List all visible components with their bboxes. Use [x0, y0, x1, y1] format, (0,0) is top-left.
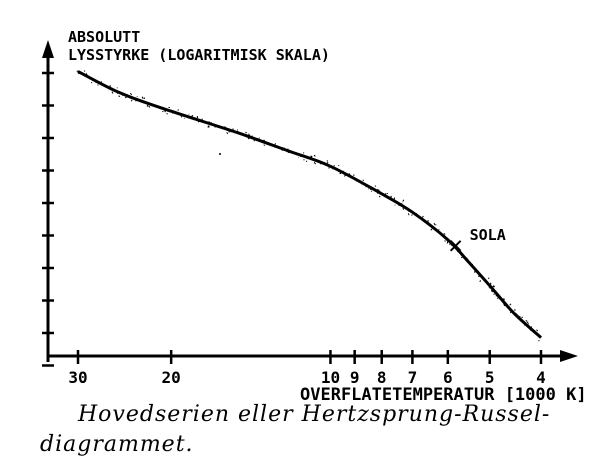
x-axis-arrow	[560, 350, 578, 362]
x-axis-tick-labels: 30 20 10 9 8 7 6 5 4	[68, 368, 545, 387]
sun-marker	[449, 240, 462, 252]
caption-line-1: Hovedserien eller Hertzsprung-Russel-	[78, 402, 551, 427]
caption-line-2: diagrammet.	[40, 432, 194, 457]
x-tick-label: 9	[350, 368, 360, 387]
x-tick-label: 5	[485, 368, 495, 387]
y-axis-arrow	[42, 40, 54, 58]
speck	[219, 153, 221, 155]
x-axis-label: OVERFLATETEMPERATUR [1000 K]	[300, 385, 587, 405]
x-tick-label: 6	[443, 368, 453, 387]
x-tick-label: 30	[68, 368, 87, 387]
x-tick-label: 4	[536, 368, 546, 387]
main-sequence-curve	[77, 70, 542, 339]
main-sequence-scatter	[76, 70, 540, 342]
sun-label: SOLA	[470, 226, 506, 244]
y-axis-ticks	[42, 71, 54, 367]
sun-marker-stroke	[449, 240, 462, 252]
x-tick-label: 8	[377, 368, 387, 387]
x-tick-label: 7	[408, 368, 418, 387]
x-tick-label: 10	[321, 368, 340, 387]
x-tick-label: 20	[162, 368, 181, 387]
y-axis-label-line-2: LYSSTYRKE (LOGARITMISK SKALA)	[68, 46, 330, 64]
y-axis-label-line-1: ABSOLUTT	[68, 28, 140, 46]
x-axis-ticks	[76, 350, 543, 364]
